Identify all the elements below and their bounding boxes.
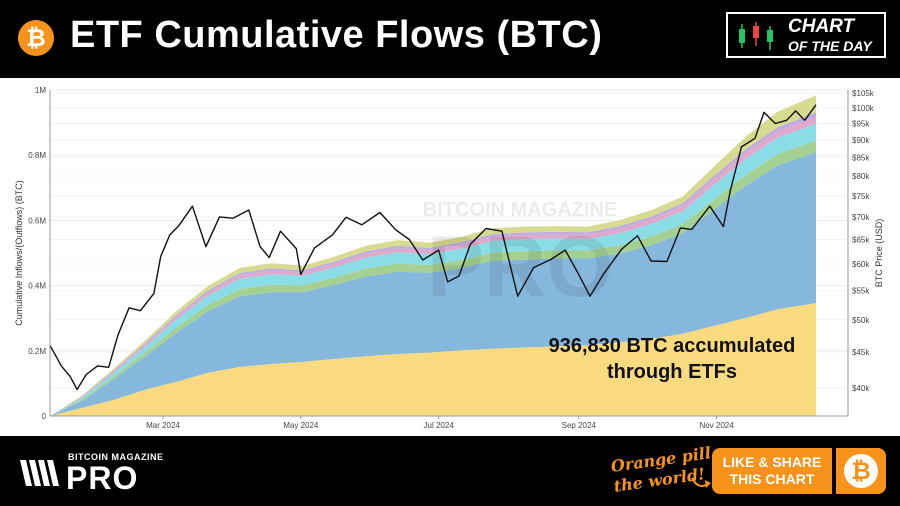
y2-tick-label: $45k (852, 348, 870, 357)
bitcoin-coin-icon: ₿ (844, 454, 878, 488)
y-tick-label: 0.8M (28, 151, 46, 160)
btc-price-line (49, 104, 817, 391)
x-tick-label: Mar 2024 (146, 421, 180, 430)
chart-panel: BITCOIN MAGAZINE PRO 0 0.2M 0.4M 0.6M 0.8M 1M $4… (0, 78, 900, 436)
badge-line-1: CHART (788, 16, 855, 37)
y2-tick-label: $75k (852, 192, 870, 201)
y-tick-label: 0.4M (28, 282, 46, 291)
y2-tick-label: $60k (852, 260, 870, 269)
arrow-icon (691, 477, 711, 488)
y2-tick-label: $55k (852, 287, 870, 296)
y-tick-label: 1M (35, 86, 46, 95)
share-bitcoin-button[interactable]: ₿ (836, 448, 886, 494)
bitcoin-magazine-logo-icon (20, 460, 59, 486)
y2-tick-label: $95k (852, 120, 870, 129)
y2-tick-label: $100k (852, 104, 875, 113)
y2-tick-label: $90k (852, 136, 870, 145)
brand-name-small: BITCOIN MAGAZINE (68, 452, 164, 462)
x-tick-label: May 2024 (283, 421, 319, 430)
x-tick-label: Sep 2024 (562, 421, 597, 430)
brand-name-pro: PRO (66, 460, 139, 496)
y-axis-label: Cumulative Inflows/(Outflows) (BTC) (14, 180, 24, 326)
bitcoin-logo-icon: ₿ (18, 20, 54, 56)
watermark-line-2: PRO (427, 219, 613, 315)
y-tick-label: 0 (42, 412, 47, 421)
y2-tick-label: $105k (852, 89, 875, 98)
share-line-1: LIKE & SHARE (722, 454, 822, 470)
y2-tick-label: $70k (852, 213, 870, 222)
share-line-2: THIS CHART (729, 471, 815, 487)
like-share-button[interactable]: LIKE & SHARE THIS CHART (712, 448, 832, 494)
series-area-1 (50, 152, 816, 416)
x-tick-label: Jul 2024 (424, 421, 455, 430)
y2-tick-label: $65k (852, 236, 870, 245)
watermark-line-1: BITCOIN MAGAZINE (423, 199, 617, 221)
y2-tick-label: $80k (852, 172, 870, 181)
y2-tick-label: $50k (852, 316, 870, 325)
y-tick-label: 0.6M (28, 216, 46, 225)
y2-axis-label: BTC Price (USD) (874, 219, 884, 288)
header-bar: ₿ ETF Cumulative Flows (BTC) CHART OF TH… (0, 0, 900, 78)
footer-bar: BITCOIN MAGAZINE PRO Orange pill the wor… (0, 436, 900, 506)
y-tick-label: 0.2M (28, 347, 46, 356)
y2-tick-label: $85k (852, 154, 870, 163)
page-title: ETF Cumulative Flows (BTC) (70, 14, 603, 56)
badge-line-2: OF THE DAY (788, 38, 872, 54)
annotation-line-2: through ETFs (607, 361, 737, 383)
series-area-0 (50, 303, 816, 416)
chart-of-the-day-badge: CHART OF THE DAY (726, 12, 886, 58)
annotation-line-1: 936,830 BTC accumulated (549, 335, 796, 357)
x-tick-label: Nov 2024 (699, 421, 734, 430)
candlestick-icon (739, 22, 773, 50)
y2-tick-label: $40k (852, 384, 870, 393)
